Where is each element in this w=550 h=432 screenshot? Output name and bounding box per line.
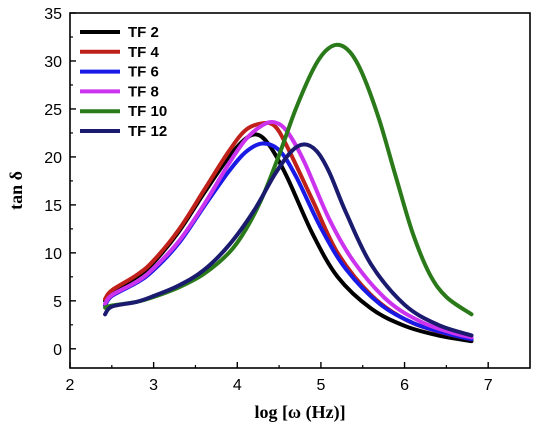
x-tick-label: 5 [316, 377, 325, 394]
legend-label: TF 4 [128, 44, 159, 61]
y-axis-title: tan δ [6, 171, 26, 210]
legend-label: TF 8 [128, 83, 159, 100]
x-axis-title: log [ω (Hz)] [254, 402, 345, 423]
y-tick-label: 25 [44, 102, 62, 119]
x-tick-label: 6 [400, 377, 409, 394]
y-tick-label: 10 [44, 246, 62, 263]
y-tick-label: 5 [53, 294, 62, 311]
series-line-tf-8 [103, 119, 474, 340]
legend-label: TF 6 [128, 64, 159, 81]
y-tick-label: 20 [44, 150, 62, 167]
y-tick-label: 0 [53, 342, 62, 359]
y-tick-label: 30 [44, 54, 62, 71]
axis-ticks: 2 3 4 5 6 7 0 5 10 15 20 25 30 35 [44, 6, 493, 394]
plot-frame [69, 12, 531, 369]
y-tick-label: 15 [44, 198, 62, 215]
x-tick-label: 7 [484, 377, 493, 394]
series-lines [103, 42, 474, 344]
legend-label: TF 10 [128, 103, 167, 120]
x-tick-label: 4 [233, 377, 242, 394]
x-tick-label: 2 [66, 377, 75, 394]
x-tick-label: 3 [149, 377, 158, 394]
y-tick-label: 35 [44, 6, 62, 23]
legend-label: TF 2 [128, 24, 159, 41]
legend: TF 2 TF 4 TF 6 TF 8 TF 10 TF 12 [80, 24, 167, 140]
legend-label: TF 12 [128, 123, 167, 140]
series-line-tf-12 [103, 142, 474, 338]
